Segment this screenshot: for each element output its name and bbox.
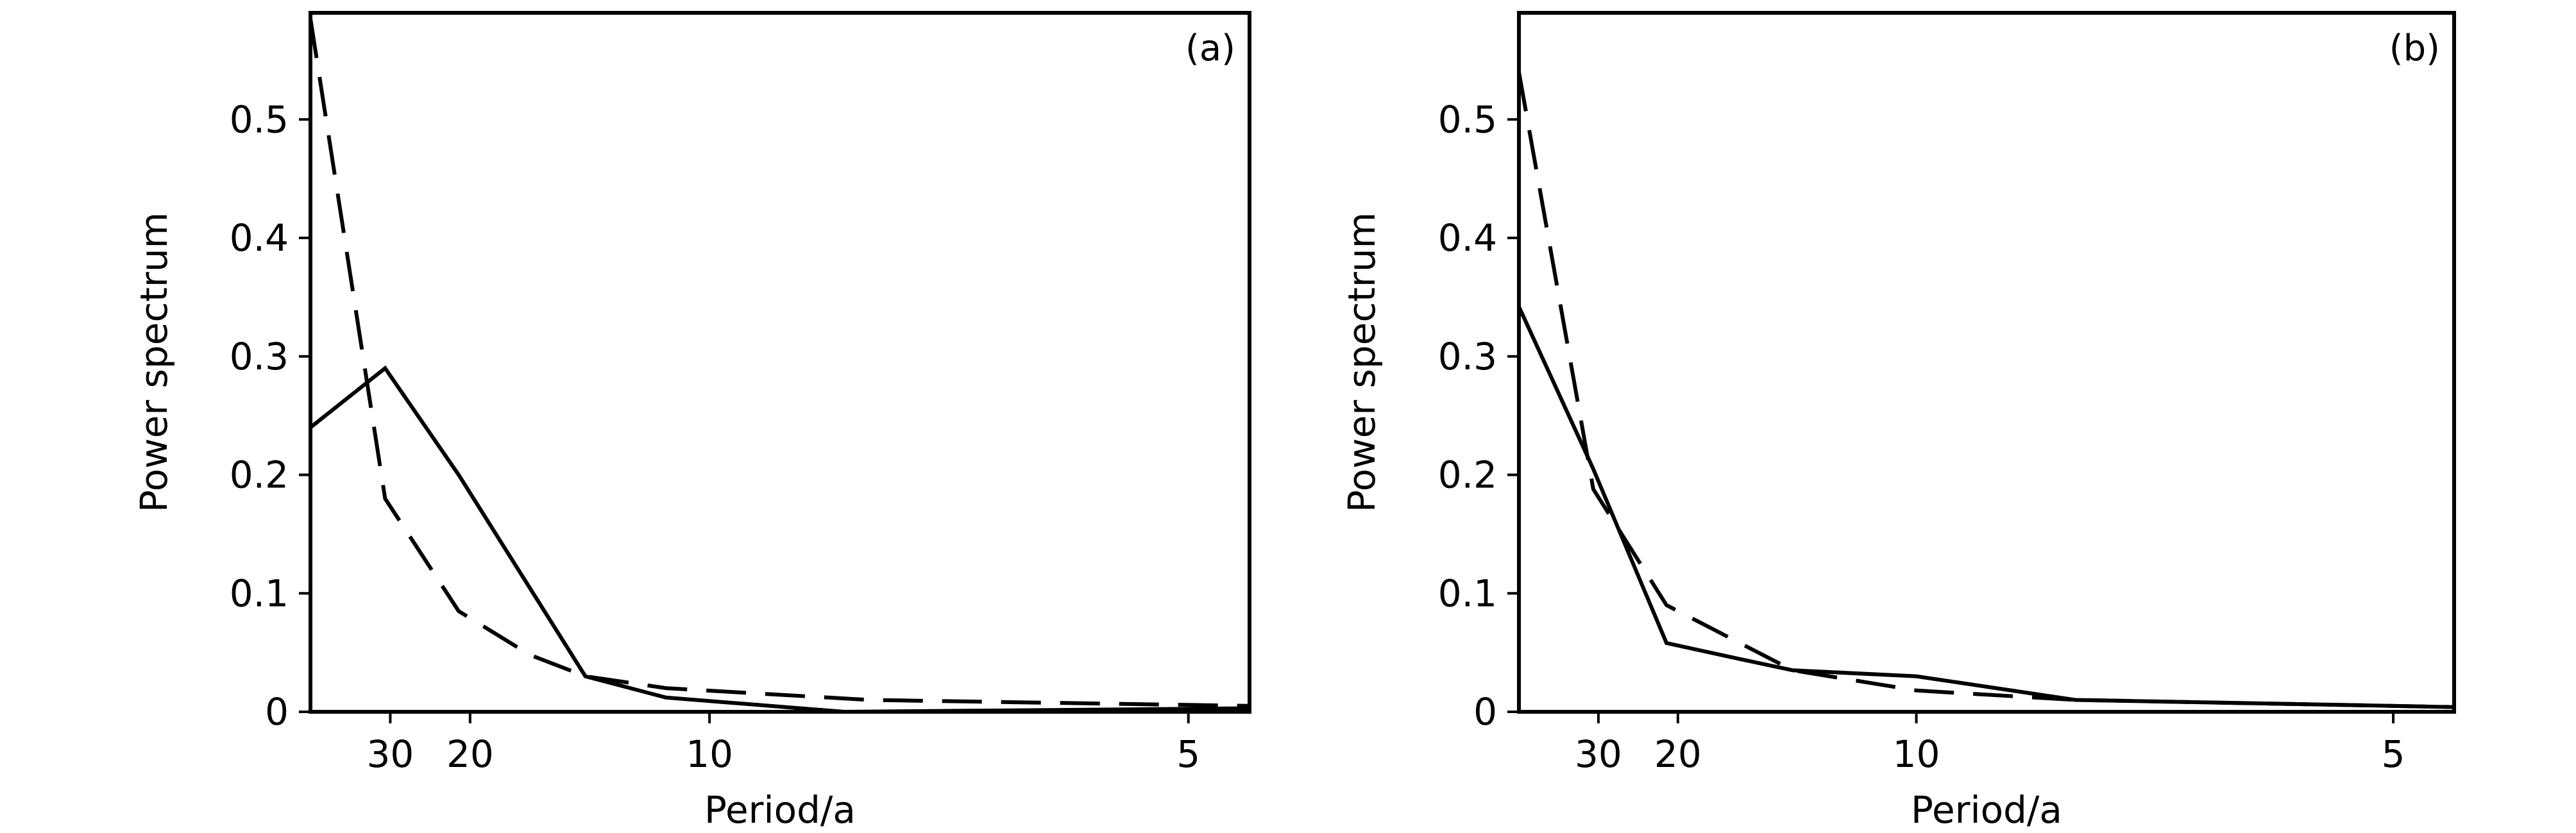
x-tick-label: 20 [1654, 732, 1702, 776]
plot-frame [309, 11, 1251, 714]
y-tick-label: 0 [265, 690, 289, 734]
y-axis-label: Power spectrum [1340, 212, 1384, 512]
y-tick-label: 0.4 [1438, 216, 1497, 260]
x-tick-label: 20 [446, 732, 494, 776]
panel-b: 0 0.1 0.2 0.3 0.4 0.5 30 20 10 5 Period/a Power spe… [1340, 11, 2456, 832]
x-tick-label: 30 [1575, 732, 1622, 776]
x-tick-label: 5 [2382, 732, 2405, 776]
y-tick-label: 0.1 [1438, 571, 1497, 615]
series-line-dashed [309, 18, 1250, 708]
y-tick-label: 0.4 [230, 216, 289, 260]
x-tick-label: 5 [1176, 732, 1200, 776]
x-tick-label: 10 [1893, 732, 1940, 776]
x-tick-label: 10 [686, 732, 733, 776]
x-axis-label: Period/a [704, 788, 856, 832]
y-tick-label: 0 [1473, 690, 1497, 734]
y-axis-label: Power spectrum [132, 212, 176, 512]
y-tick-label: 0.1 [230, 571, 289, 615]
plot-frame [1517, 11, 2456, 714]
y-tick-label: 0.5 [1438, 97, 1497, 141]
panel-label: (a) [1185, 28, 1235, 69]
panel-label: (b) [2389, 28, 2440, 69]
y-tick-label: 0.2 [1438, 453, 1497, 497]
y-tick-label: 0.5 [230, 97, 289, 141]
series-line-dashed [1517, 71, 2455, 709]
y-tick-label: 0.3 [1438, 335, 1497, 378]
y-tick-label: 0.2 [230, 453, 289, 497]
series-line-solid [1517, 305, 2455, 709]
series-line-solid [309, 365, 1250, 714]
y-tick-label: 0.3 [230, 335, 289, 378]
x-tick-label: 30 [367, 732, 414, 776]
panel-a: 0 0.1 0.2 0.3 0.4 0.5 30 20 10 5 Period/a Power spe… [132, 11, 1251, 832]
x-axis-label: Period/a [1911, 788, 2062, 832]
